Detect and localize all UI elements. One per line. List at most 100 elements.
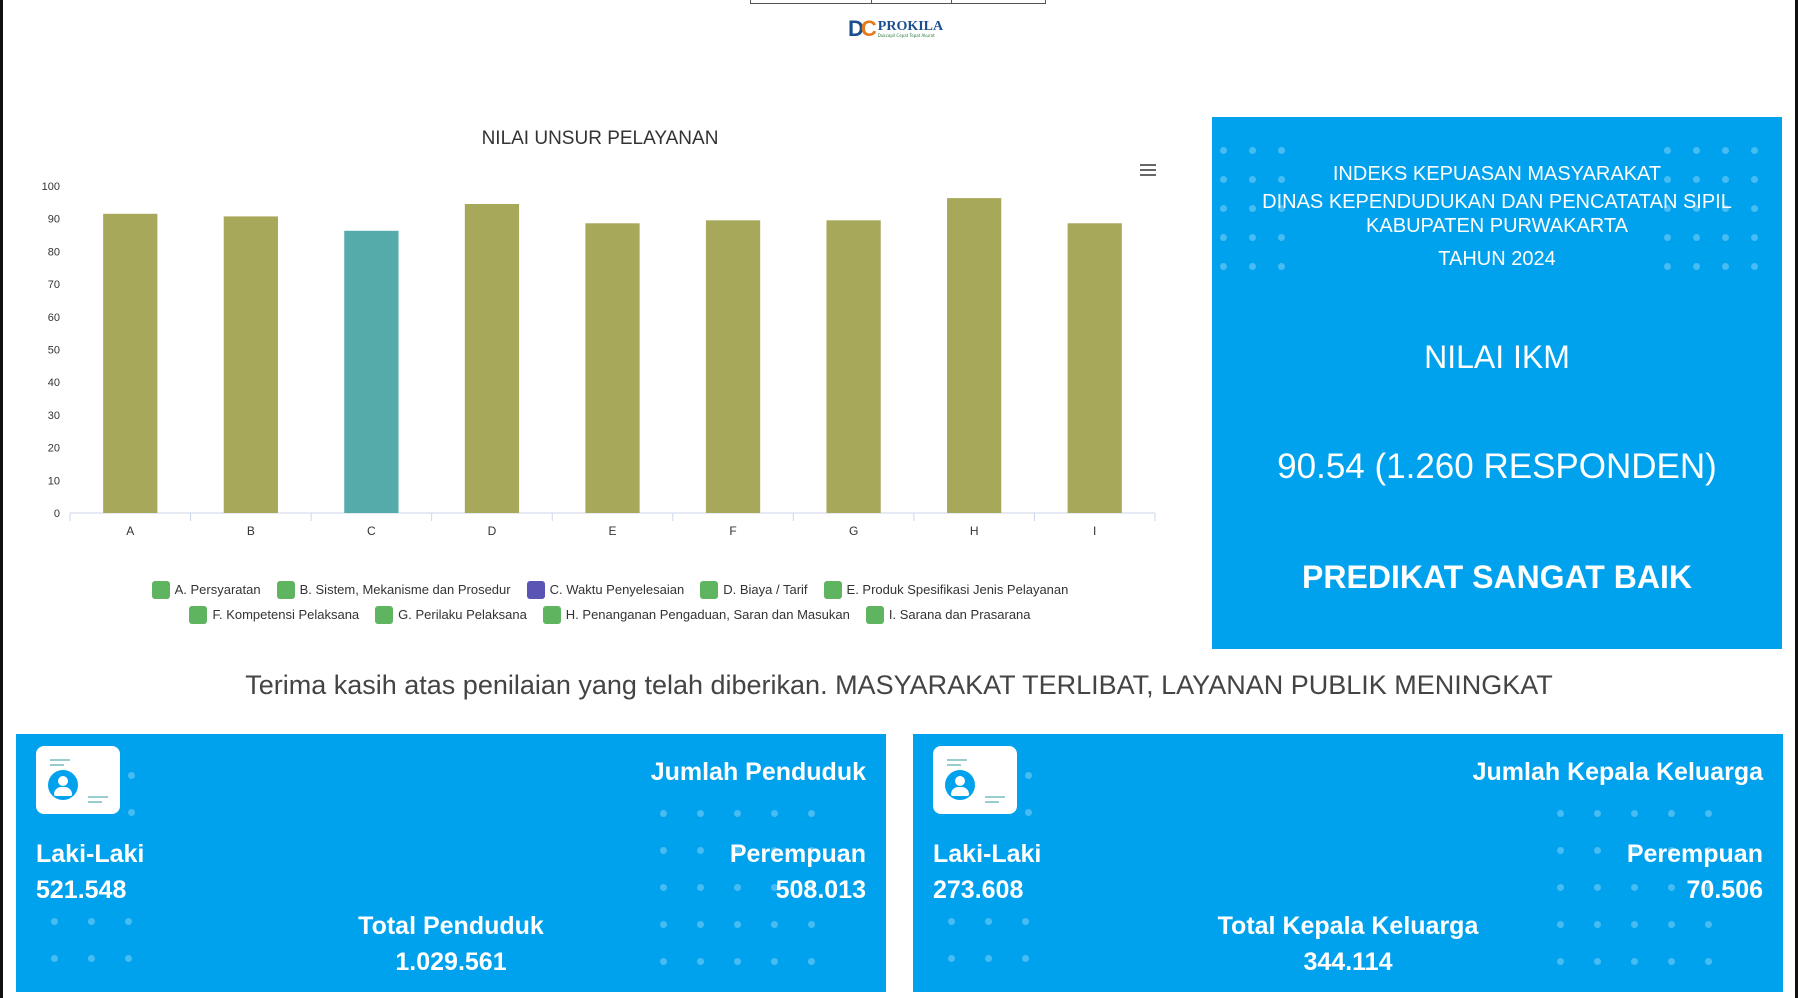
legend-item[interactable]: B. Sistem, Mekanisme dan Prosedur <box>276 580 511 600</box>
x-tick-label: D <box>488 524 497 538</box>
legend-swatch <box>700 581 719 599</box>
bar-c <box>344 230 399 513</box>
ikm-predicate: PREDIKAT SANGAT BAIK <box>1302 559 1692 595</box>
y-tick-label: 40 <box>48 377 60 389</box>
legend-label: A. Persyaratan <box>174 582 261 597</box>
legend-swatch <box>865 606 884 624</box>
household-id-card-icon <box>933 746 1017 814</box>
legend-swatch <box>823 581 842 599</box>
y-tick-label: 0 <box>54 508 60 520</box>
top-tab-strip <box>750 0 1046 4</box>
household-title: Jumlah Kepala Keluarga <box>1472 758 1763 786</box>
ikm-panel: INDEKS KEPUASAN MASYARAKAT DINAS KEPENDU… <box>1212 117 1782 649</box>
legend-label: G. Perilaku Pelaksana <box>398 607 527 622</box>
x-tick-label: F <box>729 524 736 538</box>
prokila-logo: DC PROKILA Dukcapil Cepat Tepat Akurat <box>848 14 943 44</box>
legend-label: D. Biaya / Tarif <box>723 582 808 597</box>
dot-pattern <box>1025 772 1062 846</box>
legend-item[interactable]: E. Produk Spesifikasi Jenis Pelayanan <box>823 580 1069 600</box>
people-icon <box>48 770 78 800</box>
x-tick-label: G <box>849 524 858 538</box>
female-label: Perempuan <box>729 840 866 868</box>
legend-label: C. Waktu Penyelesaian <box>549 582 685 597</box>
y-tick-label: 90 <box>48 214 60 226</box>
population-title: Jumlah Penduduk <box>650 758 866 786</box>
population-card: Jumlah Penduduk Laki-Laki 521.548 Peremp… <box>16 734 886 992</box>
male-count: 273.608 <box>933 876 1024 904</box>
dot-pattern <box>1557 810 1742 992</box>
total-label: Total Penduduk <box>358 912 544 940</box>
legend-item[interactable]: C. Waktu Penyelesaian <box>526 580 685 600</box>
legend-label: H. Penanganan Pengaduan, Saran dan Masuk… <box>565 607 850 622</box>
female-count: 508.013 <box>775 876 866 904</box>
ikm-score-label: NILAI IKM <box>1424 339 1570 375</box>
x-tick-label: C <box>367 524 376 538</box>
ikm-score-value: 90.54 (1.260 RESPONDEN) <box>1277 447 1717 486</box>
bar-d <box>464 203 520 514</box>
ikm-heading-line4: TAHUN 2024 <box>1438 248 1556 270</box>
chart-title: NILAI UNSUR PELAYANAN <box>481 128 719 149</box>
total-count: 344.114 <box>1303 948 1393 976</box>
legend-item[interactable]: H. Penanganan Pengaduan, Saran dan Masuk… <box>542 605 850 625</box>
x-tick-label: E <box>608 524 616 538</box>
y-tick-label: 30 <box>48 410 60 422</box>
window-left-border <box>0 0 3 998</box>
y-tick-label: 100 <box>42 181 60 193</box>
male-count: 521.548 <box>36 876 127 904</box>
legend-label: I. Sarana dan Prasarana <box>888 607 1031 622</box>
ikm-heading: INDEKS KEPUASAN MASYARAKAT DINAS KEPENDU… <box>1212 159 1782 275</box>
legend-swatch <box>542 606 561 624</box>
y-tick-label: 20 <box>48 443 60 455</box>
bar-chart-svg: 0 10 20 30 40 50 60 70 80 90 100 A B C D E F G H I <box>42 181 1156 538</box>
y-tick-label: 70 <box>48 279 60 291</box>
legend-item[interactable]: A. Persyaratan <box>151 580 261 600</box>
female-label: Perempuan <box>1626 840 1763 868</box>
y-tick-label: 50 <box>48 345 60 357</box>
dot-pattern <box>1220 147 1307 292</box>
dc-logo-mark: DC <box>848 16 877 41</box>
legend-label: F. Kompetensi Pelaksana <box>212 607 360 622</box>
dot-pattern <box>51 918 162 992</box>
bar-f <box>705 220 761 513</box>
dot-pattern <box>660 810 845 992</box>
dot-pattern <box>128 772 165 846</box>
dot-pattern <box>948 918 1059 992</box>
x-tick-label: A <box>126 524 134 538</box>
total-label: Total Kepala Keluarga <box>1217 912 1479 940</box>
y-tick-label: 10 <box>48 475 60 487</box>
logo-name: PROKILA <box>877 19 944 34</box>
bar-i <box>1067 223 1122 513</box>
y-tick-label: 60 <box>48 312 60 324</box>
legend-swatch <box>276 581 295 599</box>
chart-menu-icon[interactable] <box>1140 164 1156 176</box>
bar-g <box>826 220 881 513</box>
legend-swatch <box>189 606 208 624</box>
legend-item[interactable]: I. Sarana dan Prasarana <box>865 605 1031 625</box>
x-tick-label: H <box>970 524 979 538</box>
chart-legend: A. Persyaratan B. Sistem, Mekanisme dan P… <box>70 580 1150 630</box>
bar-a <box>103 213 158 514</box>
legend-item[interactable]: F. Kompetensi Pelaksana <box>189 605 359 625</box>
dot-pattern <box>1664 147 1780 292</box>
bar-h <box>947 198 1002 513</box>
male-label: Laki-Laki <box>933 840 1042 868</box>
service-element-chart: NILAI UNSUR PELAYANAN 0 10 20 30 40 50 60 70 80 9… <box>30 110 1180 630</box>
x-tick-label: I <box>1093 524 1096 538</box>
legend-item[interactable]: G. Perilaku Pelaksana <box>375 605 527 625</box>
legend-swatch <box>526 581 545 599</box>
bar-e <box>585 223 640 513</box>
x-tick-label: B <box>247 524 255 538</box>
legend-item[interactable]: D. Biaya / Tarif <box>700 580 808 600</box>
female-count: 70.506 <box>1686 876 1763 904</box>
ikm-heading-line3: KABUPATEN PURWAKARTA <box>1366 215 1628 237</box>
y-tick-label: 80 <box>48 246 60 258</box>
legend-swatch <box>151 581 170 599</box>
total-count: 1.029.561 <box>395 948 507 976</box>
ikm-heading-line2: DINAS KEPENDUDUKAN DAN PENCATATAN SIPIL <box>1262 191 1732 213</box>
legend-label: B. Sistem, Mekanisme dan Prosedur <box>299 582 511 597</box>
legend-swatch <box>375 606 394 624</box>
legend-label: E. Produk Spesifikasi Jenis Pelayanan <box>846 582 1069 597</box>
window-right-border <box>1795 0 1798 998</box>
ikm-heading-line1: INDEKS KEPUASAN MASYARAKAT <box>1332 163 1662 185</box>
male-label: Laki-Laki <box>36 840 145 868</box>
